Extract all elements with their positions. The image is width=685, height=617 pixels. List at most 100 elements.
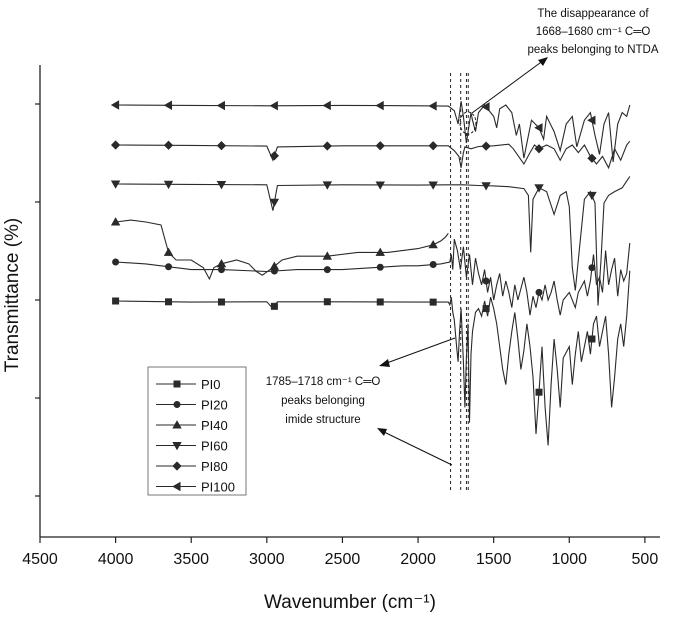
series-marker [270,302,278,310]
arrow-head [377,428,387,436]
series-line [115,270,631,446]
series-marker [429,261,437,269]
series-marker [110,140,121,150]
series-marker [587,153,597,163]
series-marker [163,100,173,110]
series-marker [112,297,120,305]
x-tick-label: 2500 [325,551,361,568]
series-marker [269,101,278,111]
series-marker [375,181,385,190]
series-marker [535,288,543,296]
annotation-line: peaks belonging [281,395,365,407]
series-line [115,239,631,316]
legend-label: PI40 [201,418,228,433]
series-pi80 [110,140,631,170]
x-tick-label: 3500 [173,551,209,568]
series-line [115,140,631,170]
arrow-line [381,430,453,466]
legend-item-pi80: PI80 [156,459,228,474]
series-marker [482,277,490,285]
x-tick-label: 4000 [98,551,134,568]
series-marker [587,191,597,201]
x-tick-label: 3000 [249,551,285,568]
axes-layer: 4500 4000 3500 3000 2500 2000 1500 1000 500 Waven… [2,65,660,613]
series-marker [163,247,174,256]
series-marker [428,239,438,249]
series-marker [428,101,437,111]
legend-label: PI60 [201,439,228,454]
series-marker [269,198,280,208]
highlight-ellipse [459,111,477,135]
series-marker [428,141,438,151]
series-marker [322,251,333,260]
annotation-line: 1785–1718 cm⁻¹ C═O [266,376,381,388]
series-marker [322,100,331,111]
series-marker [110,100,120,110]
series-marker [588,335,596,343]
series-marker [481,102,490,112]
series-marker [173,400,181,408]
series-marker [534,123,543,133]
series-marker [165,298,173,306]
guides-layer [450,73,469,492]
series-marker [428,181,438,190]
series-marker [165,263,173,271]
series-marker [270,267,278,275]
legend-item-pi20: PI20 [156,398,228,413]
series-marker [172,441,182,451]
legend-label: PI80 [201,459,228,474]
annotation-line: imide structure [285,414,360,426]
series-marker [163,180,174,190]
series-marker [172,481,181,492]
legend-item-pi0: PI0 [156,377,221,392]
arrow-head [538,57,548,66]
legend-label: PI100 [201,480,235,495]
series-marker [110,217,121,226]
x-tick-label: 1000 [551,551,587,568]
series-marker [534,144,544,154]
series-marker [482,305,490,313]
series-marker [587,115,596,125]
x-tick-label: 4500 [22,551,58,568]
x-tick-label: 500 [632,551,659,568]
series-pi0 [112,270,631,446]
series-marker [172,420,182,429]
x-tick-label: 2000 [400,551,436,568]
series-marker [217,298,225,306]
series-marker [481,182,491,191]
series-marker [323,298,331,306]
series-pi40 [110,217,449,281]
series-marker [173,380,181,388]
y-axis-title: Transmittance (%) [2,218,23,373]
series-marker [322,181,333,190]
series-line [115,176,631,306]
arrow-head [379,359,390,367]
legend-label: PI20 [201,398,228,413]
series-marker [217,266,225,274]
annotation-ntda: The disappearance of 1668–1680 cm⁻¹ C═O pe… [459,8,659,135]
series-marker [534,184,544,193]
series-marker [588,264,596,272]
series-marker [110,180,121,189]
series-marker [376,263,384,271]
series-marker [376,298,384,306]
series-marker [429,298,437,306]
series-pi20 [112,239,631,316]
series-marker [216,100,225,111]
x-axis-title: Wavenumber (cm⁻¹) [264,592,436,613]
annotation-imide: 1785–1718 cm⁻¹ C═O peaks belonging imide s… [266,337,456,466]
annotation-line: The disappearance of [537,8,649,20]
legend: PI0 PI20 PI40 PI60 PI80 PI100 [147,366,247,496]
series-pi60 [110,176,631,306]
arrow-line [471,59,545,114]
series-pi100 [110,100,631,163]
series-marker [481,141,491,151]
series-marker [323,266,331,274]
arrow-line [383,337,456,365]
legend-box [147,366,247,496]
series-marker [535,388,543,396]
annotation-line: peaks belonging to NTDA [527,44,658,56]
series-layer [110,100,631,446]
